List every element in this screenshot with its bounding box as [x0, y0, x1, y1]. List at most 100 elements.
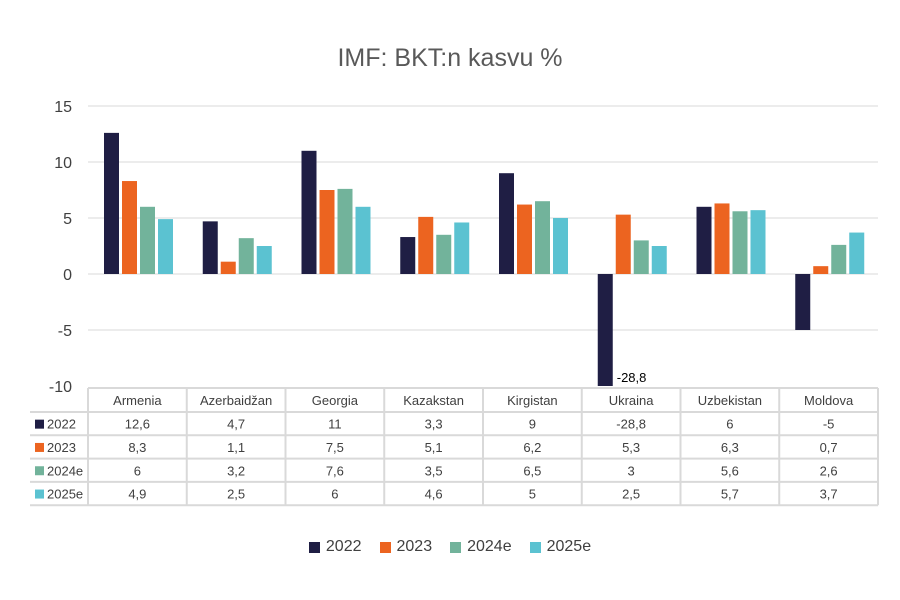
category-label: Moldova	[804, 393, 854, 408]
bar-2022-Moldova	[795, 274, 811, 330]
bar-2022-Uzbekistan	[696, 206, 712, 274]
y-tick-label: 10	[54, 155, 72, 172]
table-cell-value: 0,7	[820, 440, 838, 455]
bar-2023-Azerbaidžan	[220, 261, 236, 274]
y-tick-label: 15	[54, 99, 72, 116]
bar-2025e-Uzbekistan	[750, 210, 766, 274]
table-cell-value: 2,5	[622, 487, 640, 502]
table-cell-value: 7,6	[326, 463, 344, 478]
bar-2023-Kazakstan	[418, 216, 434, 274]
table-cell-value: 7,5	[326, 440, 344, 455]
bar-2022-Armenia	[104, 132, 119, 274]
legend-item-2025e: 2025e	[529, 538, 592, 556]
bars	[104, 132, 865, 386]
bar-2025e-Moldova	[849, 232, 865, 274]
table-cell-value: 5,3	[622, 440, 640, 455]
category-label: Uzbekistan	[698, 393, 762, 408]
series-swatch-2023	[35, 442, 44, 452]
y-tick-label: 0	[63, 267, 72, 284]
series-label: 2023	[47, 440, 76, 455]
table-cell-value: -28,8	[616, 417, 646, 432]
bar-2022-Ukraina	[597, 274, 613, 386]
category-label: Ukraina	[609, 393, 655, 408]
table-cell-value: 4,6	[425, 487, 443, 502]
series-label: 2022	[47, 417, 76, 432]
table-cell-value: 5,7	[721, 487, 739, 502]
category-label: Kazakstan	[403, 393, 464, 408]
category-label: Armenia	[113, 393, 162, 408]
bar-2025e-Azerbaidžan	[256, 246, 272, 274]
table-cell-value: 3,3	[425, 417, 443, 432]
table-cell-value: 5	[529, 487, 536, 502]
series-label: 2025e	[47, 487, 83, 502]
y-tick-label: -5	[58, 323, 72, 340]
data-label: -28,8	[617, 370, 647, 385]
legend: 2022 2023 2024e 2025e	[0, 538, 900, 556]
bar-2024e-Georgia	[337, 188, 353, 274]
bar-2025e-Kirgistan	[553, 218, 568, 274]
series-label: 2024e	[47, 463, 83, 478]
bar-2025e-Kazakstan	[454, 222, 470, 274]
bar-2025e-Georgia	[355, 206, 371, 274]
table-cell-value: 6,5	[523, 463, 541, 478]
bar-2024e-Uzbekistan	[732, 211, 748, 274]
category-label: Azerbaidžan	[200, 393, 272, 408]
bar-2023-Uzbekistan	[714, 203, 730, 274]
table-cell-value: -5	[823, 417, 835, 432]
table-cell-value: 2,6	[820, 463, 838, 478]
table-cell-value: 6,2	[523, 440, 541, 455]
table-cell-value: 1,1	[227, 440, 245, 455]
bar-2024e-Ukraina	[633, 240, 649, 274]
table-cell-value: 9	[529, 417, 536, 432]
legend-label: 2023	[396, 538, 433, 555]
table-cell-value: 6	[726, 417, 733, 432]
table-cell-value: 3,2	[227, 463, 245, 478]
table-cell-value: 3	[628, 463, 635, 478]
table-cell-value: 4,7	[227, 417, 245, 432]
table-cell-value: 5,6	[721, 463, 739, 478]
bar-2022-Georgia	[301, 150, 317, 274]
legend-swatch	[379, 541, 391, 553]
table-cell-value: 6	[331, 487, 338, 502]
legend-swatch	[308, 541, 320, 553]
bar-2024e-Armenia	[140, 206, 155, 274]
bar-2024e-Kazakstan	[436, 234, 452, 274]
legend-item-2024e: 2024e	[450, 538, 512, 556]
table-cell-value: 3,7	[820, 487, 838, 502]
legend-label: 2022	[325, 538, 362, 555]
legend-label: 2024e	[467, 538, 512, 555]
table-cell-value: 8,3	[128, 440, 146, 455]
series-swatch-2024e	[35, 466, 44, 476]
table-cell-value: 3,5	[425, 463, 443, 478]
legend-swatch	[529, 541, 541, 553]
bar-2023-Ukraina	[615, 214, 631, 274]
legend-item-2022: 2022	[308, 538, 362, 556]
bar-2022-Kirgistan	[499, 173, 514, 274]
bar-2022-Kazakstan	[400, 237, 416, 274]
bar-2025e-Ukraina	[651, 246, 667, 274]
y-tick-label: 5	[63, 211, 72, 228]
bar-2024e-Moldova	[831, 244, 847, 274]
table-cell-value: 4,9	[128, 487, 146, 502]
category-label: Georgia	[312, 393, 359, 408]
legend-label: 2025e	[546, 538, 592, 555]
bar-2024e-Kirgistan	[535, 201, 550, 274]
series-swatch-2022	[35, 419, 44, 429]
bar-2023-Armenia	[122, 181, 137, 274]
bar-2025e-Armenia	[158, 219, 173, 274]
legend-swatch	[450, 541, 462, 553]
table-cell-value: 12,6	[125, 417, 150, 432]
category-label: Kirgistan	[507, 393, 558, 408]
bar-2023-Georgia	[319, 190, 335, 274]
table-cell-value: 2,5	[227, 487, 245, 502]
y-tick-label: -10	[49, 379, 72, 396]
series-swatch-2025e	[35, 489, 44, 499]
chart-title: IMF: BKT:n kasvu %	[337, 44, 563, 72]
bar-2024e-Azerbaidžan	[238, 238, 254, 274]
table-cell-value: 6,3	[721, 440, 739, 455]
legend-item-2023: 2023	[379, 538, 433, 556]
bar-2023-Kirgistan	[517, 204, 532, 274]
bar-2023-Moldova	[813, 266, 829, 274]
